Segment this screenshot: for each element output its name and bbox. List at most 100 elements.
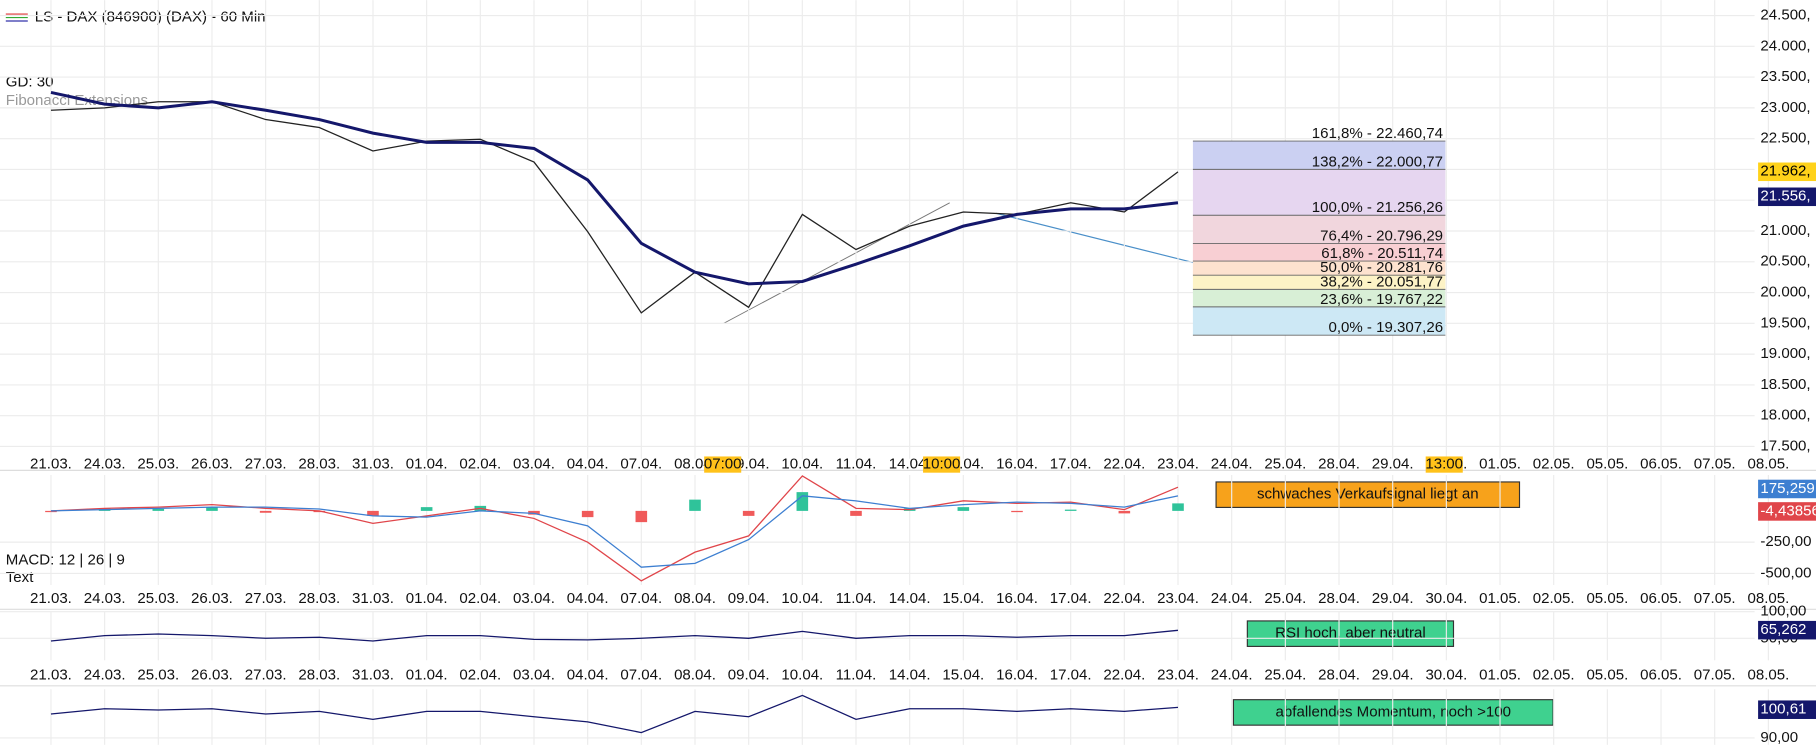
x-tick-label: 24.03. bbox=[84, 666, 126, 683]
x-tick-label: 11.04. bbox=[836, 456, 877, 473]
y-tick-label: 23.000, bbox=[1760, 99, 1810, 116]
histogram-bar bbox=[367, 510, 379, 516]
x-tick-label: 26.03. bbox=[191, 590, 233, 607]
x-tick-label: 08.05. bbox=[1747, 456, 1789, 473]
time-marker-box bbox=[923, 456, 961, 473]
x-tick-label: 27.03. bbox=[245, 666, 287, 683]
y-tick-label: 23.500, bbox=[1760, 68, 1810, 85]
x-tick-label: 25.03. bbox=[137, 456, 179, 473]
panel: 90,00 100,61 bbox=[0, 689, 1816, 745]
time-marker-box bbox=[704, 456, 742, 473]
y-tick-label: 90,00 bbox=[1760, 729, 1798, 745]
x-tick-label: 07.04. bbox=[620, 456, 662, 473]
x-tick-label: 26.03. bbox=[191, 666, 233, 683]
x-tick-label: 16.04. bbox=[996, 456, 1038, 473]
series-line bbox=[50, 495, 1179, 568]
x-tick-label: 06.05. bbox=[1640, 456, 1682, 473]
series-line bbox=[50, 694, 1179, 734]
x-tick-label: 27.03. bbox=[245, 590, 287, 607]
x-tick-label: 28.03. bbox=[298, 456, 340, 473]
x-tick-label: 03.04. bbox=[513, 666, 555, 683]
last-value-box bbox=[1758, 479, 1816, 499]
x-tick-label: 02.04. bbox=[459, 666, 501, 683]
x-tick-label: 14.04. bbox=[889, 456, 931, 473]
histogram-bar bbox=[152, 509, 165, 511]
x-tick-label: 01.05. bbox=[1479, 590, 1521, 607]
x-tick-label: 02.05. bbox=[1533, 666, 1575, 683]
x-tick-label: 08.04. bbox=[674, 666, 716, 683]
x-tick-label: 27.03. bbox=[245, 456, 287, 473]
x-tick-label: 04.04. bbox=[567, 666, 609, 683]
last-value-label: 175,259 bbox=[1760, 480, 1814, 497]
annotation: RSI hoch, aber neutral bbox=[1246, 620, 1455, 647]
x-tick-label: 09.04. bbox=[728, 590, 770, 607]
y-tick-label: 18.000, bbox=[1760, 407, 1810, 424]
x-tick-label: 14.04. bbox=[889, 666, 931, 683]
x-tick-label: 07.05. bbox=[1694, 666, 1736, 683]
fib-label: 138,2% - 22.000,77 bbox=[1312, 153, 1443, 170]
x-tick-label: 21.03. bbox=[30, 590, 72, 607]
x-tick-label: 21.03. bbox=[30, 456, 72, 473]
trend-line bbox=[723, 202, 950, 324]
time-marker: 13:00 bbox=[1425, 456, 1463, 473]
y-tick-label: 20.500, bbox=[1760, 253, 1810, 270]
fib-label: 38,2% - 20.051,77 bbox=[1320, 273, 1443, 290]
fib-band bbox=[1192, 275, 1446, 290]
histogram-bar bbox=[1172, 503, 1184, 511]
y-tick-label: 19.000, bbox=[1760, 345, 1810, 362]
x-tick-label: 29.04. bbox=[1372, 666, 1414, 683]
x-tick-label: 07.04. bbox=[620, 666, 662, 683]
x-tick-label: 10.04. bbox=[781, 590, 823, 607]
x-tick-label: 22.04. bbox=[1103, 590, 1145, 607]
x-tick-label: 07.05. bbox=[1694, 590, 1736, 607]
x-tick-label: 03.04. bbox=[513, 590, 555, 607]
x-tick-label: 24.04. bbox=[1211, 590, 1253, 607]
fib-band bbox=[1192, 215, 1446, 244]
x-tick-label: 24.03. bbox=[84, 456, 126, 473]
fib-label: 61,8% - 20.511,74 bbox=[1321, 245, 1443, 262]
x-tick-label: 30.04. bbox=[1425, 666, 1467, 683]
annotation-text: schwaches Verkaufsignal liegt an bbox=[1257, 486, 1479, 503]
last-value-label: 21.962, bbox=[1760, 163, 1810, 180]
last-value-box bbox=[1758, 162, 1816, 182]
x-tick-label: 16.04. bbox=[996, 590, 1038, 607]
fib-band bbox=[1192, 243, 1446, 262]
time-marker-box bbox=[1425, 456, 1463, 473]
last-value-label: 21.556, bbox=[1760, 188, 1810, 205]
x-tick-label: 11.04. bbox=[836, 666, 877, 683]
panel: -250,00 -500,00 21.03. 24.03. 25.03. 26.03. 27… bbox=[0, 474, 1816, 607]
x-tick-label: 17.04. bbox=[1050, 590, 1092, 607]
last-value-label: -4,43856 bbox=[1760, 502, 1816, 519]
histogram-bar bbox=[1064, 509, 1077, 511]
x-tick-label: 25.04. bbox=[1264, 456, 1306, 473]
x-tick-label: 23.04. bbox=[1157, 666, 1199, 683]
histogram-bar bbox=[1118, 510, 1131, 514]
time-marker: 10:00 bbox=[923, 456, 961, 473]
annotation: schwaches Verkaufsignal liegt an bbox=[1215, 481, 1521, 509]
x-tick-label: 15.04. bbox=[942, 666, 984, 683]
last-value-box bbox=[1758, 187, 1816, 207]
fib-band bbox=[1192, 169, 1446, 216]
last-value-box bbox=[1758, 502, 1816, 521]
y-tick-label: 24.500, bbox=[1760, 7, 1810, 24]
x-tick-label: 28.04. bbox=[1318, 666, 1360, 683]
x-tick-label: 28.04. bbox=[1318, 456, 1360, 473]
x-tick-label: 29.04. bbox=[1372, 456, 1414, 473]
y-tick-label: 19.500, bbox=[1760, 314, 1810, 331]
x-tick-label: 05.05. bbox=[1586, 666, 1628, 683]
x-tick-label: 07.04. bbox=[620, 590, 662, 607]
x-tick-label: 28.04. bbox=[1318, 590, 1360, 607]
y-tick-label: -500,00 bbox=[1760, 564, 1811, 581]
fib-label: 50,0% - 20.281,76 bbox=[1320, 259, 1443, 276]
x-tick-label: 21.03. bbox=[30, 666, 72, 683]
x-tick-label: 24.03. bbox=[84, 590, 126, 607]
x-tick-label: 07.05. bbox=[1694, 456, 1736, 473]
x-tick-label: 02.05. bbox=[1533, 590, 1575, 607]
histogram-bar bbox=[1011, 510, 1023, 513]
x-tick-label: 08.05. bbox=[1747, 590, 1789, 607]
fib-band bbox=[1192, 261, 1446, 276]
x-tick-label: 11.04. bbox=[836, 590, 877, 607]
x-tick-label: 10.04. bbox=[781, 456, 823, 473]
